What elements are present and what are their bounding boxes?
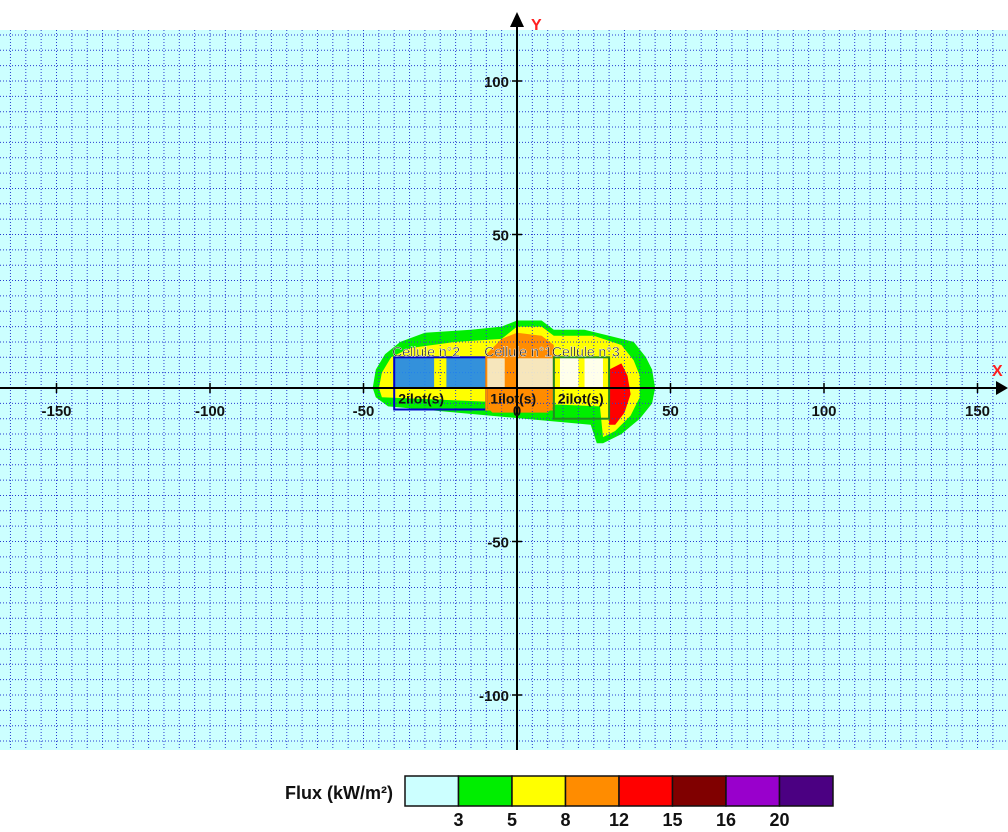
cell: Cellule n°3 2ilot(s) — [552, 343, 620, 420]
cell-label: Cellule n°1 — [484, 343, 552, 359]
legend-threshold-label: 8 — [560, 810, 570, 830]
cell-block — [486, 357, 505, 388]
cell-block — [394, 357, 435, 388]
y-tick-label: 50 — [492, 228, 509, 245]
legend-swatch — [457, 775, 513, 807]
cell-sublabel: 1ilot(s) — [490, 390, 536, 406]
cell-block — [446, 357, 487, 388]
legend-swatch — [404, 775, 460, 807]
x-tick-label: 100 — [811, 403, 836, 420]
x-tick-label: -100 — [195, 403, 225, 420]
x-axis-label: X — [992, 363, 1003, 380]
legend-threshold-label: 15 — [662, 810, 682, 830]
x-axis-arrow — [996, 381, 1008, 395]
cell-block — [517, 357, 554, 388]
y-axis-label: Y — [531, 17, 542, 34]
flux-zone-12 — [609, 363, 631, 425]
y-tick-label: -50 — [487, 535, 509, 552]
legend-threshold-label: 20 — [769, 810, 789, 830]
y-tick-label: -100 — [479, 688, 509, 705]
cell-sublabel: 2ilot(s) — [398, 390, 444, 406]
legend-threshold-label: 5 — [507, 810, 517, 830]
x-tick-label: -150 — [41, 403, 71, 420]
legend: Flux (kW/m²) 3 5 8 12 15 16 20 — [285, 775, 834, 830]
x-tick-label: 150 — [965, 403, 990, 420]
legend-swatch — [511, 775, 567, 807]
cell-block — [584, 357, 603, 388]
cell-block — [559, 357, 579, 388]
y-tick-label: 100 — [484, 74, 509, 91]
legend-swatch — [778, 775, 834, 807]
legend-swatch — [564, 775, 620, 807]
grid — [0, 30, 1008, 750]
y-axis-arrow — [510, 12, 524, 27]
cell-sublabel: 2ilot(s) — [558, 390, 604, 406]
legend-threshold-label: 12 — [609, 810, 629, 830]
cell: Cellule n°2 2ilot(s) — [392, 343, 488, 411]
legend-swatch — [671, 775, 727, 807]
x-tick-label: 0 — [513, 403, 521, 420]
cell-label: Cellule n°3 — [552, 343, 620, 359]
legend-swatch — [725, 775, 781, 807]
legend-swatch — [618, 775, 674, 807]
x-tick-label: -50 — [353, 403, 375, 420]
legend-threshold-label: 16 — [716, 810, 736, 830]
axes: X Y -150 -100 -50 0 50 100 150 100 50 -50 -100 — [0, 12, 1008, 750]
cell-label: Cellule n°2 — [392, 343, 460, 359]
legend-threshold-label: 3 — [453, 810, 463, 830]
x-tick-label: 50 — [662, 403, 679, 420]
legend-title: Flux (kW/m²) — [285, 783, 393, 803]
